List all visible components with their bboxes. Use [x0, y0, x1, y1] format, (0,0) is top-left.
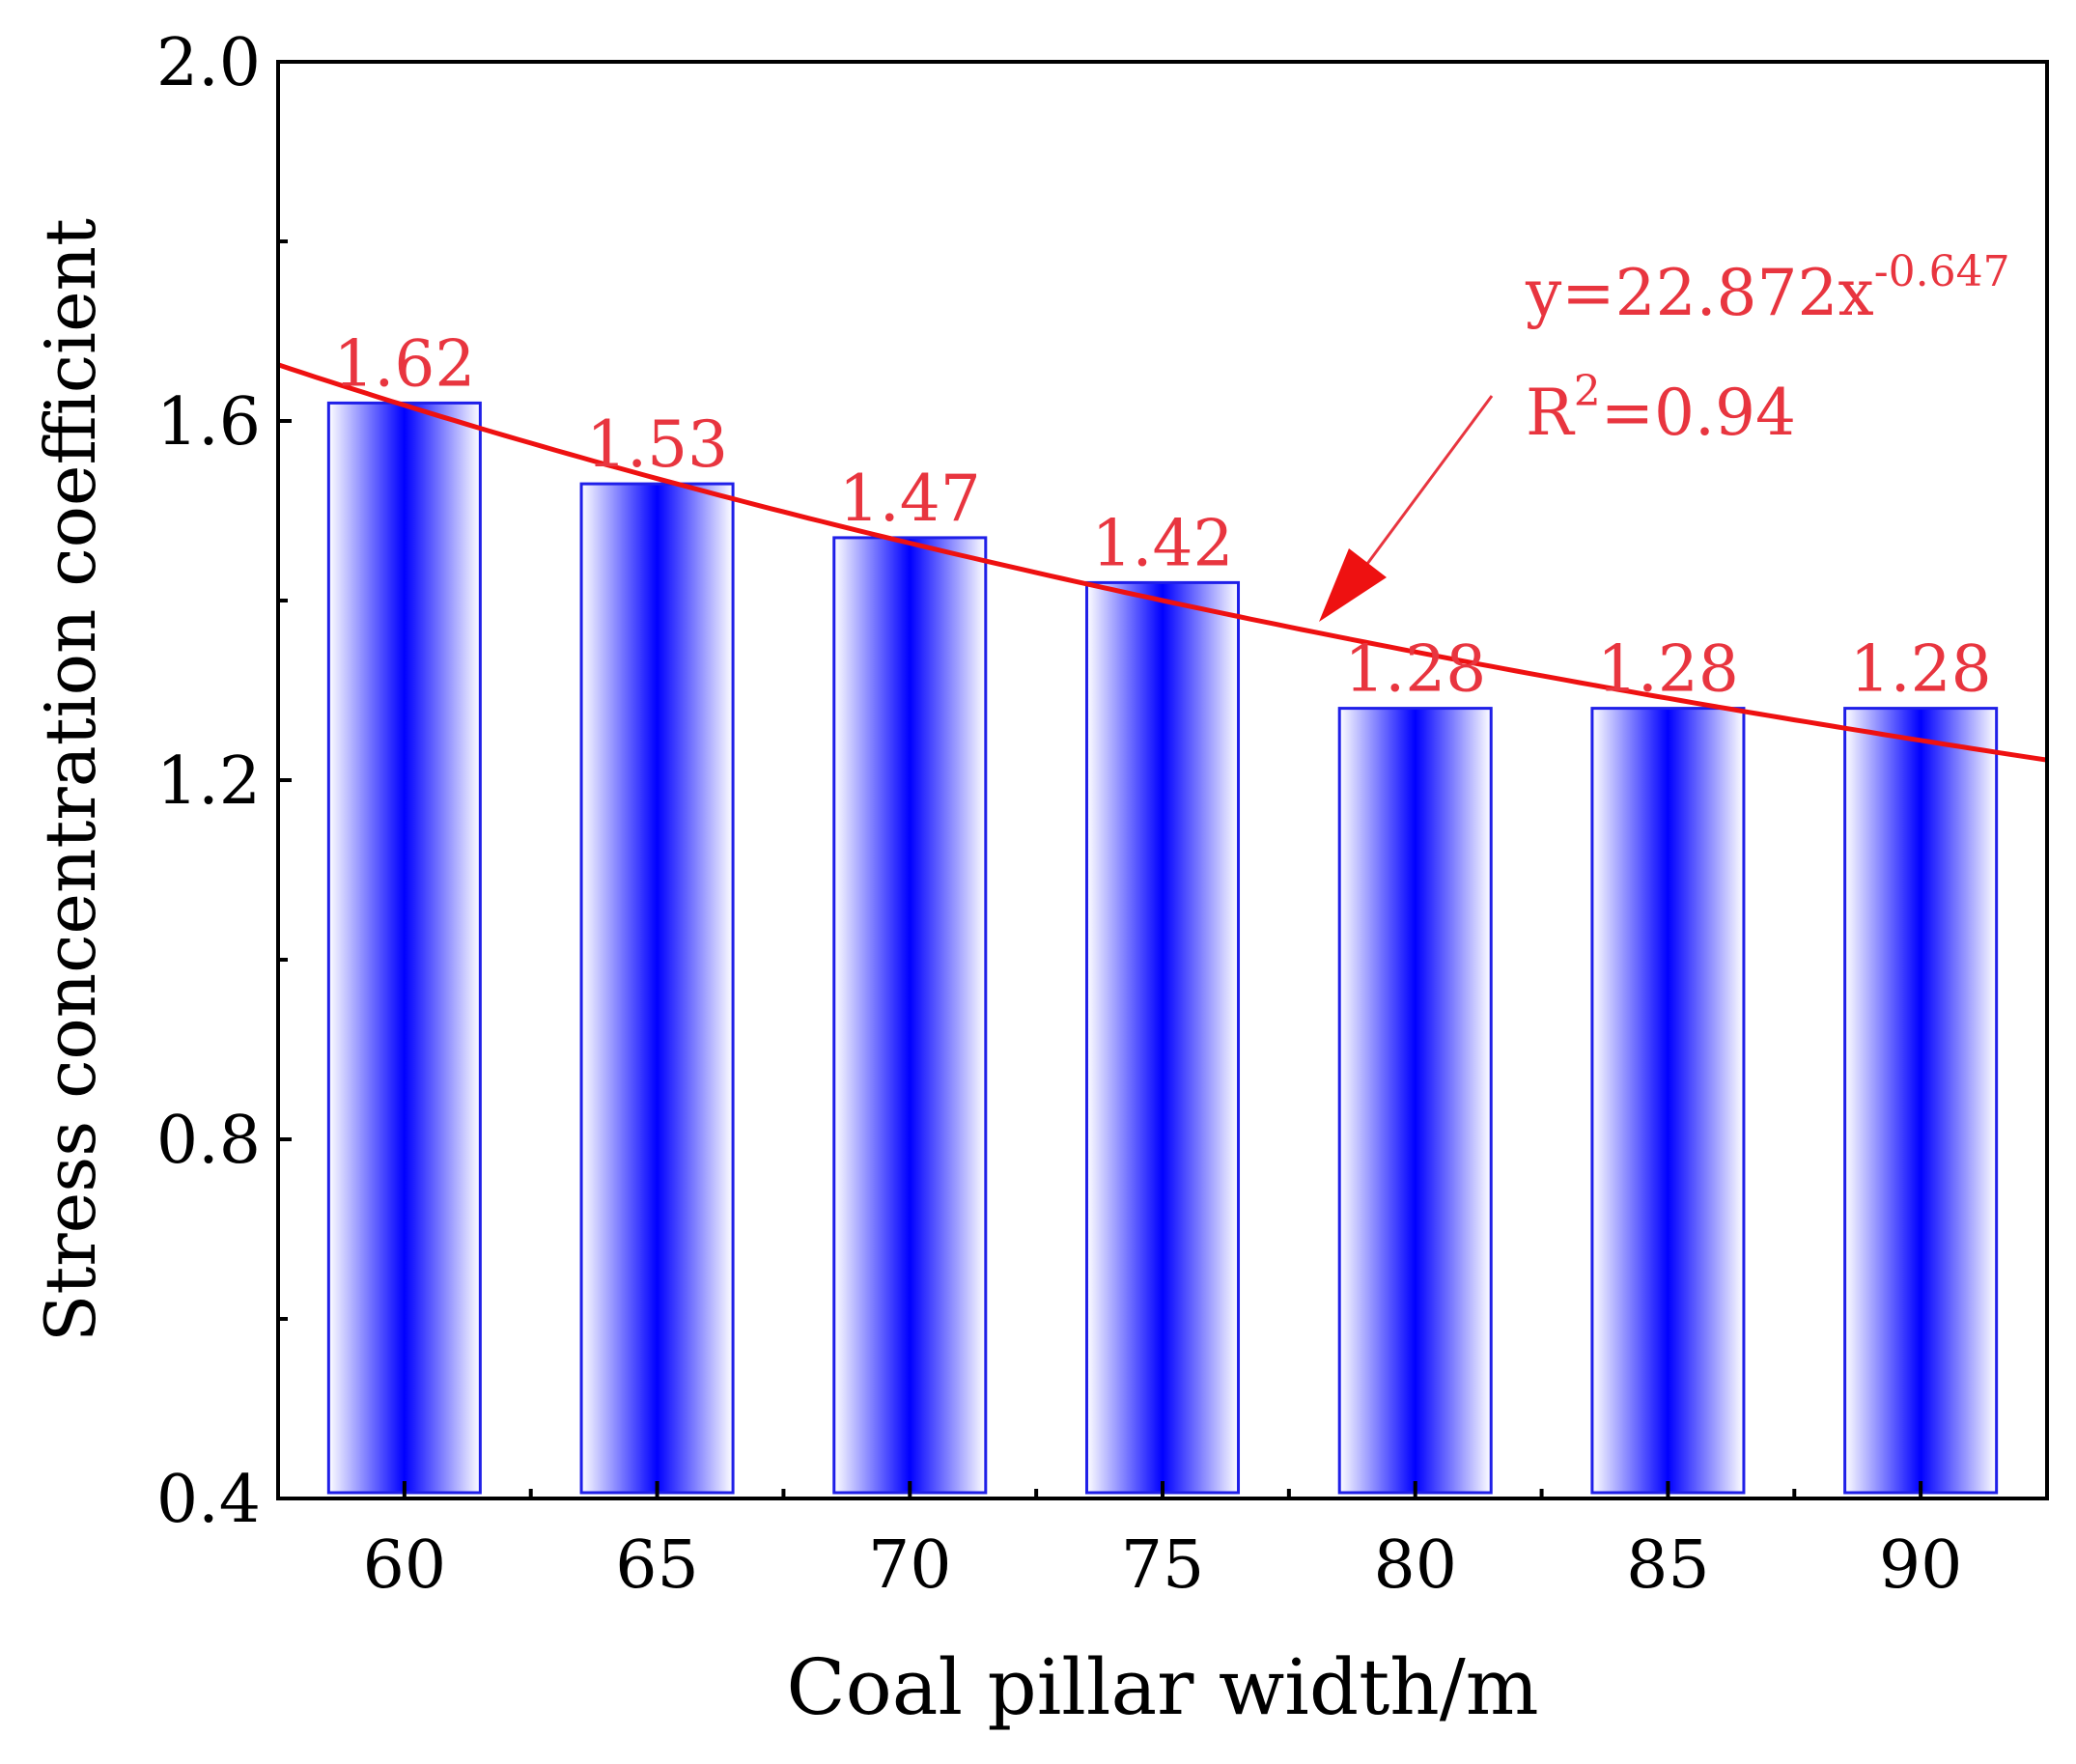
bar-85: [1590, 707, 1746, 1495]
y-tick-label: 0.4: [156, 1462, 261, 1538]
bar-70: [832, 536, 988, 1495]
x-axis: 60 65 70 75 80 85 90: [363, 1481, 1963, 1604]
bar-value-label-65: 1.53: [586, 407, 728, 482]
x-tick-label: 65: [615, 1527, 699, 1604]
bar-75: [1084, 580, 1241, 1495]
fit-line-layer: [278, 362, 2047, 763]
x-tick-label: 60: [363, 1527, 447, 1604]
bar-value-label-75: 1.42: [1092, 506, 1234, 580]
r2-value: =0.94: [1601, 376, 1796, 450]
annotation-arrow-shaft: [1365, 395, 1494, 565]
fit-equation: y=22.872x-0.647: [1525, 247, 2010, 330]
x-axis-title: Coal pillar width/m: [786, 1642, 1538, 1732]
x-tick-label: 85: [1626, 1527, 1710, 1604]
fit-equation-exponent: -0.647: [1874, 247, 2010, 296]
fit-equation-base: y=22.872x: [1525, 256, 1874, 330]
y-axis: 0.4 0.8 1.2 1.6 2.0: [156, 25, 292, 1538]
y-tick-label: 1.2: [156, 743, 261, 820]
x-tick-label: 90: [1879, 1527, 1963, 1604]
bar-value-label-85: 1.28: [1597, 632, 1739, 707]
bar-value-label-80: 1.28: [1344, 632, 1486, 707]
bar-80: [1337, 707, 1493, 1495]
bar-value-label-60: 1.62: [333, 326, 475, 401]
y-tick-label: 1.6: [156, 384, 261, 461]
fit-annotation: y=22.872x-0.647 R2=0.94: [1319, 247, 2010, 622]
y-tick-label: 2.0: [156, 25, 261, 101]
bar-value-label-90: 1.28: [1850, 632, 1992, 707]
bar-60: [326, 401, 482, 1495]
x-tick-label: 75: [1121, 1527, 1205, 1604]
bar-value-labels: 1.62 1.53 1.47 1.42 1.28 1.28 1.28: [333, 326, 1991, 706]
fit-curve: [278, 362, 2047, 763]
x-tick-label: 80: [1373, 1527, 1457, 1604]
y-axis-title: Stress concentration coefficient: [30, 218, 111, 1342]
bars: [326, 401, 1999, 1495]
bar-65: [579, 482, 735, 1495]
r2-base: R: [1526, 376, 1576, 450]
annotation-arrow-head: [1319, 548, 1387, 622]
r2-exponent: 2: [1574, 367, 1601, 416]
y-tick-label: 0.8: [156, 1103, 261, 1179]
bar-90: [1843, 707, 1999, 1495]
fit-r-squared: R2=0.94: [1526, 367, 1796, 450]
x-tick-label: 70: [868, 1527, 952, 1604]
bar-value-label-70: 1.47: [839, 462, 981, 536]
